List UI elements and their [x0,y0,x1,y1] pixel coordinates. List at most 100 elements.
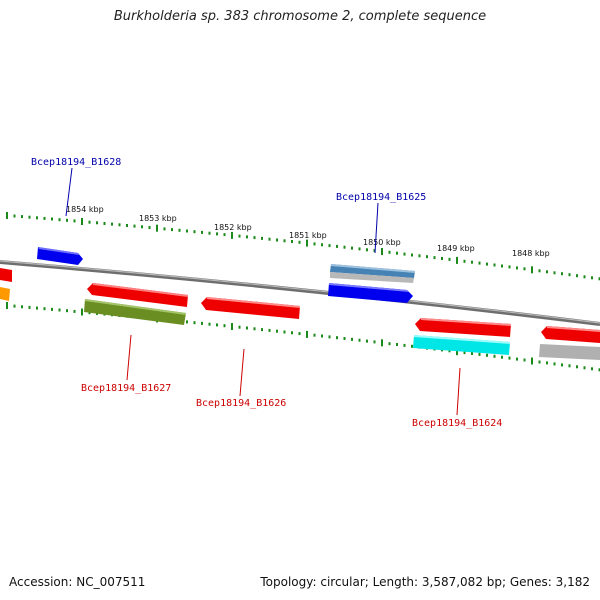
minor-tick [253,236,256,240]
minor-tick [366,248,368,252]
ruler-label: 1851 kbp [289,231,327,240]
gene-right-edge-gray[interactable] [539,344,600,360]
minor-tick [591,367,593,371]
gene-label-b1627[interactable]: Bcep18194_B1627 [81,383,171,394]
minor-tick [298,240,301,244]
major-tick [306,330,308,338]
minor-tick [111,222,113,226]
minor-tick [126,224,128,227]
minor-tick [441,257,443,260]
gene-label-b1626[interactable]: Bcep18194_B1626 [196,398,286,409]
gene-label-b1625[interactable]: Bcep18194_B1625 [336,192,426,203]
minor-tick [43,216,46,220]
minor-tick [291,240,293,243]
minor-tick [471,260,473,264]
gene-bcep18194-b1625-top[interactable] [330,264,415,283]
minor-tick [508,265,511,269]
gene-red-1624-top[interactable] [415,318,511,337]
minor-tick [298,332,301,336]
topology-summary: Topology: circular; Length: 3,587,082 bp… [260,575,590,589]
minor-tick [336,336,338,340]
minor-tick [471,352,473,355]
minor-tick [246,326,248,330]
minor-tick [253,327,256,331]
major-tick [531,357,533,365]
chromosome-backbone-highlight [0,260,600,324]
ruler-label: 1852 kbp [214,223,252,232]
minor-tick [268,328,271,332]
minor-tick [276,329,278,333]
gene-bcep18194-b1627[interactable] [84,299,186,325]
gene-left-edge-orange[interactable] [0,287,10,301]
minor-tick [546,361,548,365]
minor-tick [88,220,91,224]
minor-tick [478,261,481,265]
gene-left-edge-red[interactable] [0,268,12,282]
minor-tick [388,250,391,254]
minor-tick [403,252,406,256]
minor-tick [148,226,151,229]
major-tick [81,308,83,316]
minor-tick [396,251,398,255]
minor-tick [283,239,286,243]
minor-tick [186,229,188,233]
minor-tick [66,309,68,313]
minor-tick [291,331,293,335]
minor-tick [478,352,481,356]
minor-tick [411,253,413,257]
minor-tick [426,255,428,259]
ruler-label: 1854 kbp [66,205,104,214]
chromosome-backbone [0,260,600,326]
gene-label-b1624[interactable]: Bcep18194_B1624 [412,418,502,429]
minor-tick [313,333,316,337]
minor-tick [516,357,518,361]
minor-tick [351,246,353,250]
minor-tick [343,245,346,249]
minor-tick [493,354,496,358]
major-tick [456,256,458,264]
minor-tick [261,236,263,240]
minor-tick [96,221,98,225]
minor-tick [598,368,600,372]
gene-bcep18194-b1628[interactable] [37,247,83,265]
minor-tick [433,256,436,260]
minor-tick [561,363,563,367]
gene-bcep18194-b1627-red[interactable] [87,283,188,307]
major-tick [381,339,383,347]
gene-bcep18194-b1624[interactable] [413,335,510,355]
minor-tick [546,270,548,274]
minor-tick [448,257,451,261]
minor-tick [43,307,46,311]
minor-tick [141,225,143,229]
minor-tick [28,215,31,219]
minor-tick [523,267,526,271]
minor-tick [261,328,263,332]
minor-tick [343,337,346,340]
minor-tick [73,309,76,313]
gene-label-b1628[interactable]: Bcep18194_B1628 [31,157,121,168]
minor-tick [13,304,16,308]
minor-tick [358,338,361,342]
minor-tick [568,273,571,277]
minor-tick [568,364,571,368]
minor-tick [486,262,488,266]
minor-tick [13,214,16,218]
ruler-label: 1848 kbp [512,249,550,258]
minor-tick [208,322,211,326]
major-tick [456,348,458,356]
outer-tick-track [6,212,600,281]
gene-right-edge-red[interactable] [541,326,600,343]
leader-line [126,334,132,381]
minor-tick [553,271,556,275]
minor-tick [351,337,353,341]
gene-bcep18194-b1625[interactable] [328,283,413,303]
minor-tick [486,353,488,357]
minor-tick [193,230,196,234]
minor-tick [553,362,556,366]
minor-tick [583,275,586,279]
minor-tick [201,321,203,325]
major-tick [6,212,8,219]
minor-tick [321,334,323,338]
gene-bcep18194-b1626[interactable] [201,297,300,319]
